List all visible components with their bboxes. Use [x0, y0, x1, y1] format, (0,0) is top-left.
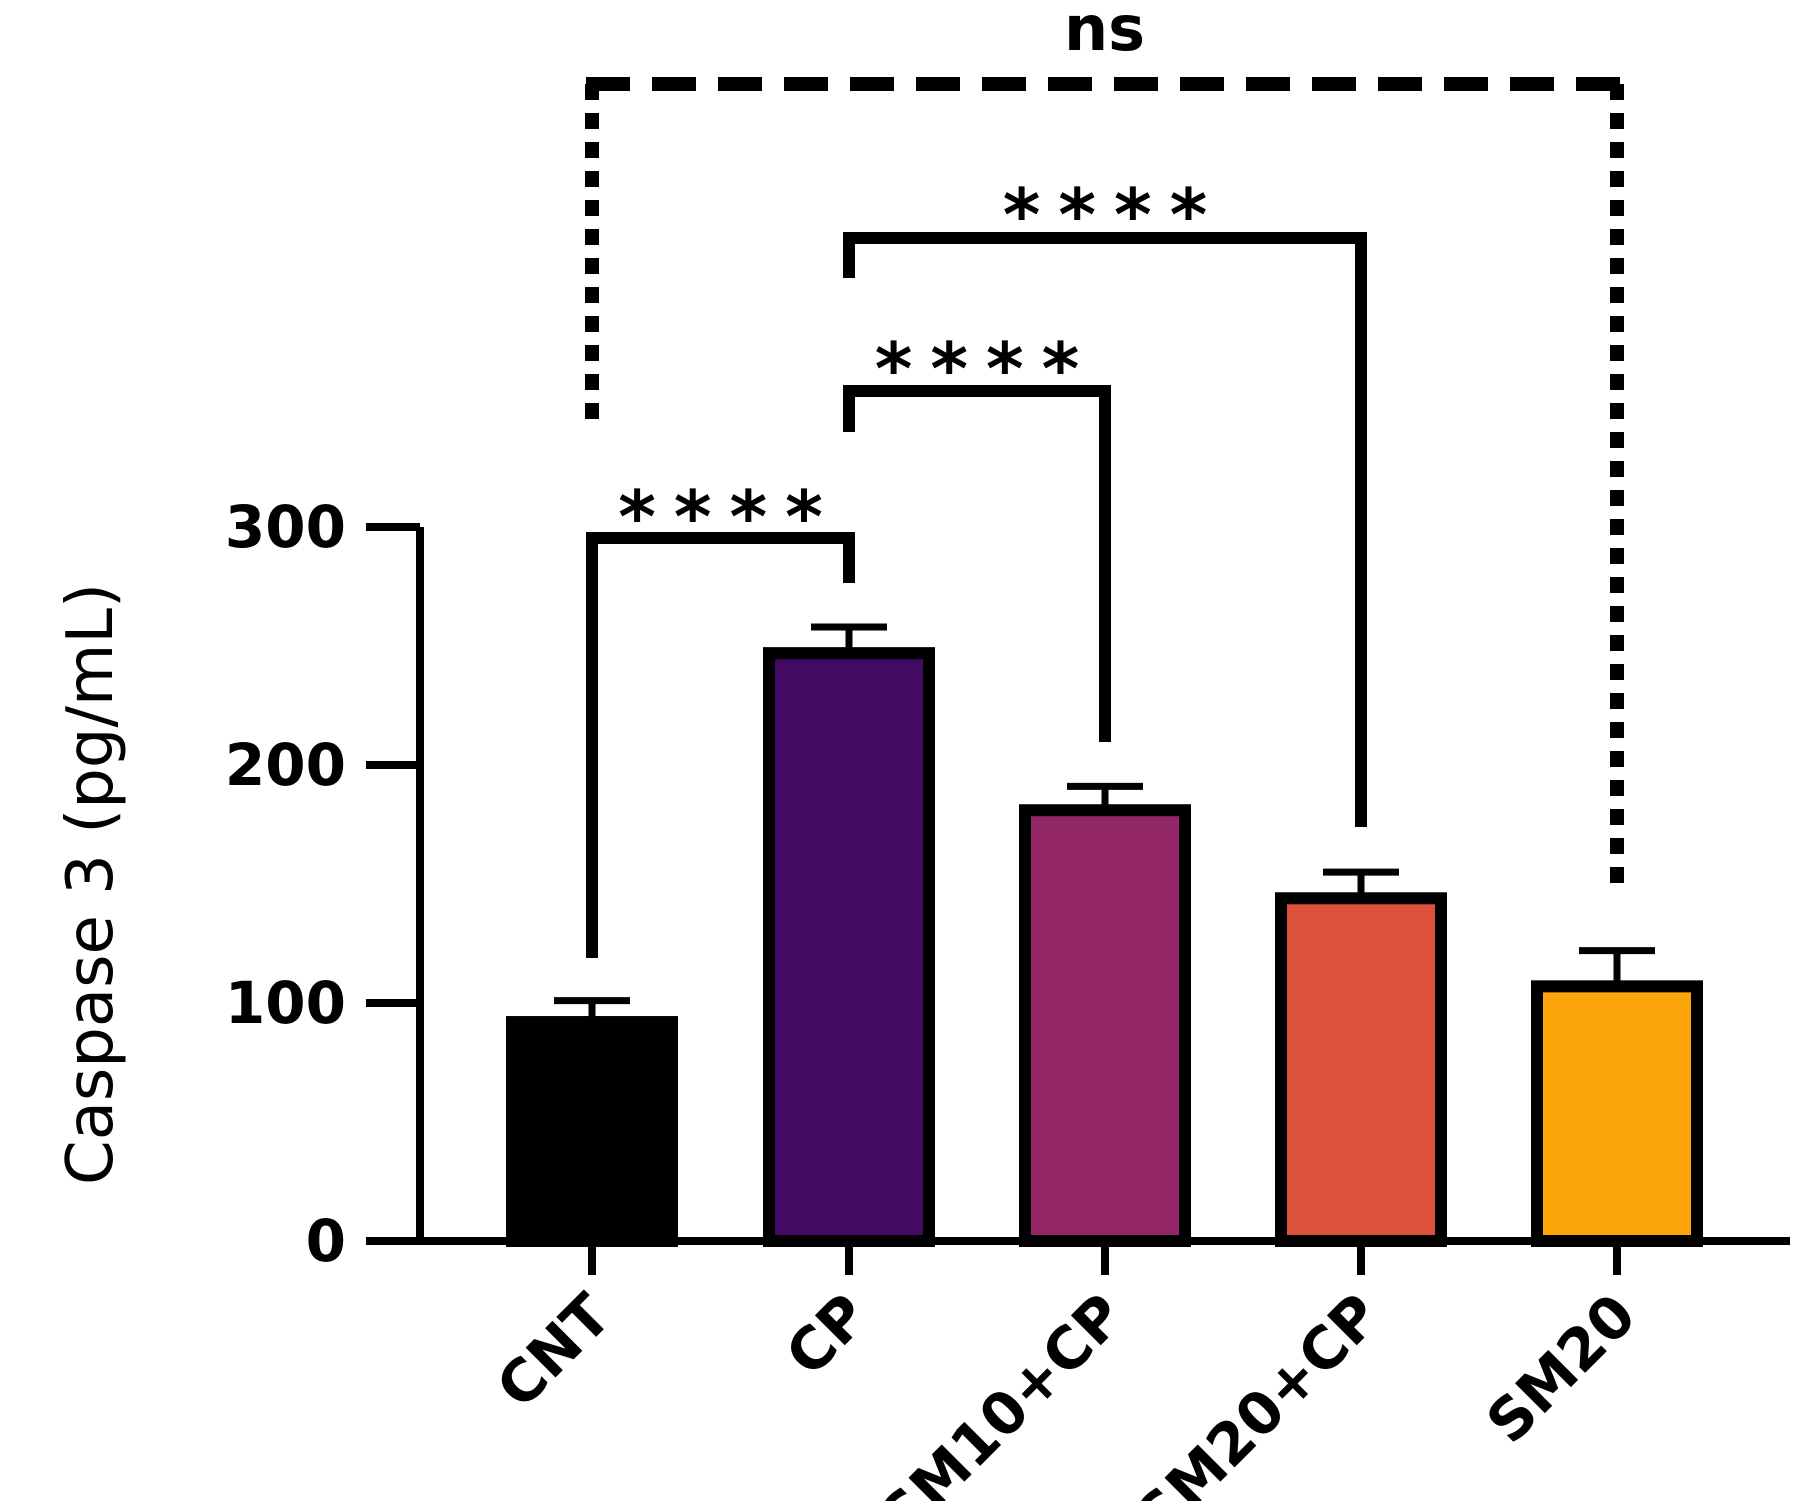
y-tick-label: 0	[306, 1207, 346, 1275]
bar-cnt	[506, 1016, 678, 1247]
bar-cp	[763, 647, 935, 1247]
significance-label: ****	[1003, 173, 1226, 257]
y-ticks: 0 100 200 300	[225, 493, 420, 1275]
y-axis-label: Caspase 3 (pg/mL)	[54, 583, 128, 1185]
axes	[366, 527, 1790, 1245]
significance-label: ****	[875, 327, 1098, 411]
bar-sm20	[1531, 980, 1703, 1248]
x-tick-label: SM20	[1473, 1281, 1649, 1457]
x-tick-label: SM10+CP	[867, 1281, 1137, 1501]
significance-brackets: **** **** **** ns	[585, 0, 1624, 958]
bracket-cp-sm20-cp: ****	[843, 173, 1367, 827]
bracket-cnt-sm20: ns	[585, 0, 1624, 893]
y-tick-label: 100	[225, 969, 346, 1037]
bars	[506, 623, 1703, 1248]
bracket-cnt-cp: ****	[586, 475, 855, 958]
significance-label: ****	[618, 475, 841, 559]
x-tick-label: CP	[773, 1281, 881, 1389]
y-tick-label: 200	[225, 731, 346, 799]
bracket-cp-sm10-cp: ****	[843, 327, 1111, 742]
bar-sm20-cp	[1275, 892, 1447, 1248]
x-tick-label: SM20+CP	[1123, 1281, 1393, 1501]
x-tick-label: CNT	[483, 1281, 624, 1422]
bar-sm10-cp	[1019, 804, 1191, 1247]
y-tick-label: 300	[225, 493, 346, 561]
significance-label: ns	[1064, 0, 1145, 65]
